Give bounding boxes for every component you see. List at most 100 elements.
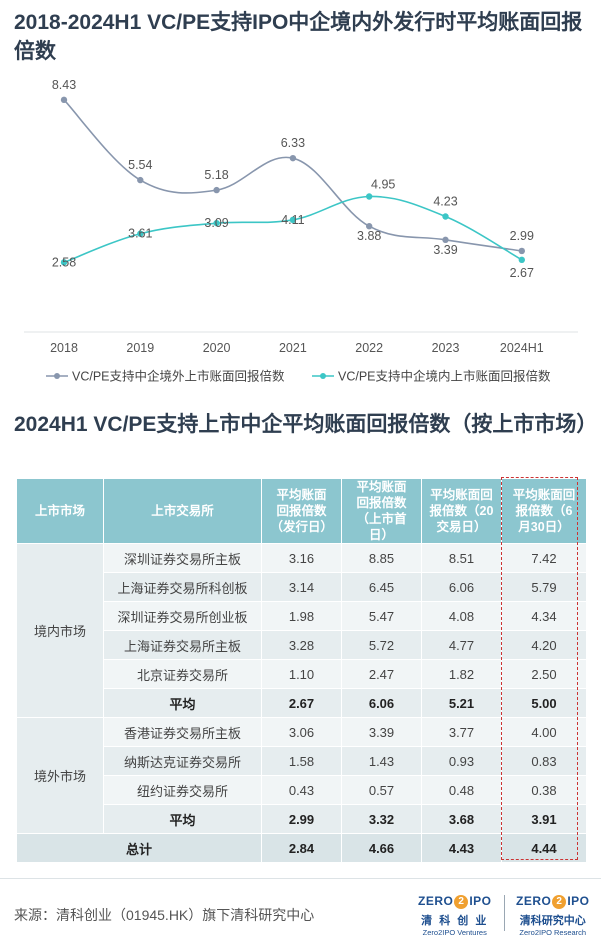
data-label: 2.58 bbox=[52, 255, 76, 269]
data-label: 4.95 bbox=[371, 178, 395, 192]
exchange-cell: 北京证券交易所 bbox=[103, 659, 262, 689]
average-value: 5.00 bbox=[501, 688, 587, 718]
table-row: 上海证券交易所科创板 3.14 6.45 6.06 5.79 bbox=[17, 572, 587, 602]
value-cell: 2.50 bbox=[501, 659, 587, 689]
value-cell: 3.77 bbox=[421, 717, 502, 747]
value-cell: 4.20 bbox=[501, 630, 587, 660]
average-value: 6.06 bbox=[341, 688, 422, 718]
line-chart: 8.43 5.54 5.18 6.33 3.88 3.39 2.99 2.58 3.61 3.09… bbox=[24, 80, 578, 384]
value-cell: 4.34 bbox=[501, 601, 587, 631]
legend-label: VC/PE支持中企境外上市账面回报倍数 bbox=[72, 369, 285, 384]
total-value: 4.43 bbox=[421, 833, 502, 863]
value-cell: 1.10 bbox=[261, 659, 342, 689]
value-cell: 1.82 bbox=[421, 659, 502, 689]
data-point bbox=[366, 193, 373, 200]
table-row: 纽约证券交易所 0.43 0.57 0.48 0.38 bbox=[17, 775, 587, 805]
data-point bbox=[518, 256, 525, 264]
exchange-cell: 香港证券交易所主板 bbox=[103, 717, 262, 747]
data-label: 4.11 bbox=[281, 213, 304, 227]
legend-swatch-dot bbox=[54, 373, 60, 379]
x-tick-label: 2023 bbox=[432, 341, 460, 355]
table-title: 2024H1 VC/PE支持上市中企平均账面回报倍数（按上市市场） bbox=[14, 413, 598, 436]
data-point bbox=[366, 223, 373, 230]
value-cell: 0.43 bbox=[261, 775, 342, 805]
chart-title: 2018-2024H1 VC/PE支持IPO中企境内外发行时平均账面回报倍数 bbox=[14, 11, 583, 63]
average-row: 平均 2.99 3.32 3.68 3.91 bbox=[17, 804, 587, 834]
table-header-row: 上市市场 上市交易所 平均账面回报倍数（发行日） 平均账面回报倍数（上市首日） … bbox=[16, 478, 587, 544]
average-value: 2.99 bbox=[261, 804, 342, 834]
zero2ipo-research-logo: ZERO 2 IPO 清科研究中心 Zero2IPO Research bbox=[516, 894, 590, 937]
average-row: 平均 2.67 6.06 5.21 5.00 bbox=[17, 688, 587, 718]
value-cell: 3.16 bbox=[261, 543, 342, 573]
value-cell: 7.42 bbox=[501, 543, 587, 573]
value-cell: 3.06 bbox=[261, 717, 342, 747]
value-cell: 1.43 bbox=[341, 746, 422, 776]
exchange-cell: 深圳证券交易所主板 bbox=[103, 543, 262, 573]
value-cell: 0.83 bbox=[501, 746, 587, 776]
value-cell: 0.38 bbox=[501, 775, 587, 805]
header-exchange: 上市交易所 bbox=[103, 478, 262, 544]
value-cell: 1.58 bbox=[261, 746, 342, 776]
footer-divider bbox=[0, 878, 601, 879]
average-label: 平均 bbox=[103, 804, 262, 834]
x-tick-label: 2020 bbox=[203, 341, 231, 355]
data-label: 3.09 bbox=[204, 216, 228, 230]
value-cell: 0.93 bbox=[421, 746, 502, 776]
data-point bbox=[213, 186, 220, 194]
data-point bbox=[442, 236, 449, 244]
exchange-cell: 纽约证券交易所 bbox=[103, 775, 262, 805]
value-cell: 5.47 bbox=[341, 601, 422, 631]
exchange-cell: 上海证券交易所主板 bbox=[103, 630, 262, 660]
data-label: 2.99 bbox=[510, 229, 534, 243]
legend-label: VC/PE支持中企境内上市账面回报倍数 bbox=[338, 369, 551, 384]
data-point bbox=[442, 213, 449, 220]
value-cell: 4.77 bbox=[421, 630, 502, 660]
exchange-cell: 纳斯达克证券交易所 bbox=[103, 746, 262, 776]
x-tick-label: 2022 bbox=[355, 341, 383, 355]
total-value: 4.66 bbox=[341, 833, 422, 863]
value-cell: 5.79 bbox=[501, 572, 587, 602]
value-cell: 0.57 bbox=[341, 775, 422, 805]
table-row: 境内市场 深圳证券交易所主板 3.16 8.85 8.51 7.42 bbox=[16, 543, 587, 718]
header-issue-day: 平均账面回报倍数（发行日） bbox=[261, 478, 342, 544]
x-tick-label: 2018 bbox=[50, 341, 78, 355]
data-point bbox=[137, 230, 144, 237]
table-row: 深圳证券交易所创业板 1.98 5.47 4.08 4.34 bbox=[17, 601, 587, 631]
average-value: 3.32 bbox=[341, 804, 422, 834]
average-label: 平均 bbox=[103, 688, 262, 718]
data-label: 3.39 bbox=[433, 243, 457, 257]
logo-separator bbox=[504, 895, 505, 931]
market-cell: 境外市场 bbox=[16, 717, 104, 834]
value-cell: 5.72 bbox=[341, 630, 422, 660]
data-label: 8.43 bbox=[52, 80, 76, 92]
header-june-30: 平均账面回报倍数（6月30日） bbox=[501, 478, 587, 544]
data-point bbox=[60, 96, 68, 104]
data-label: 5.18 bbox=[204, 168, 228, 182]
header-market: 上市市场 bbox=[16, 478, 104, 544]
value-cell: 6.45 bbox=[341, 572, 422, 602]
value-cell: 2.47 bbox=[341, 659, 422, 689]
total-value: 4.44 bbox=[501, 833, 587, 863]
x-tick-label: 2021 bbox=[279, 341, 307, 355]
total-value: 2.84 bbox=[261, 833, 342, 863]
average-value: 3.68 bbox=[421, 804, 502, 834]
value-cell: 4.08 bbox=[421, 601, 502, 631]
total-row: 总计 2.84 4.66 4.43 4.44 bbox=[16, 833, 587, 863]
data-label: 3.88 bbox=[357, 229, 381, 243]
header-first-day: 平均账面回报倍数（上市首日） bbox=[341, 478, 422, 544]
value-cell: 3.28 bbox=[261, 630, 342, 660]
value-cell: 6.06 bbox=[421, 572, 502, 602]
data-point bbox=[289, 154, 297, 162]
data-label: 5.54 bbox=[128, 158, 152, 172]
exchange-cell: 上海证券交易所科创板 bbox=[103, 572, 262, 602]
data-label: 3.61 bbox=[128, 227, 152, 241]
x-tick-label: 2024H1 bbox=[500, 341, 544, 355]
data-point bbox=[137, 176, 144, 184]
zero2ipo-ventures-logo: ZERO 2 IPO 清 科 创 业 Zero2IPO Ventures bbox=[418, 894, 492, 937]
total-label: 总计 bbox=[16, 833, 262, 863]
table-row: 上海证券交易所主板 3.28 5.72 4.77 4.20 bbox=[17, 630, 587, 660]
returns-table: 上市市场 上市交易所 平均账面回报倍数（发行日） 平均账面回报倍数（上市首日） … bbox=[16, 478, 587, 863]
x-tick-label: 2019 bbox=[126, 341, 154, 355]
value-cell: 1.98 bbox=[261, 601, 342, 631]
data-label: 2.67 bbox=[510, 266, 534, 280]
